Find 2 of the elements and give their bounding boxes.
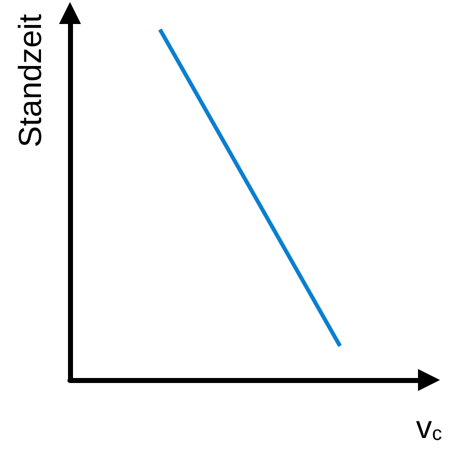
x-axis-title: vc xyxy=(416,409,442,445)
y-axis-title: Standzeit xyxy=(12,14,48,148)
